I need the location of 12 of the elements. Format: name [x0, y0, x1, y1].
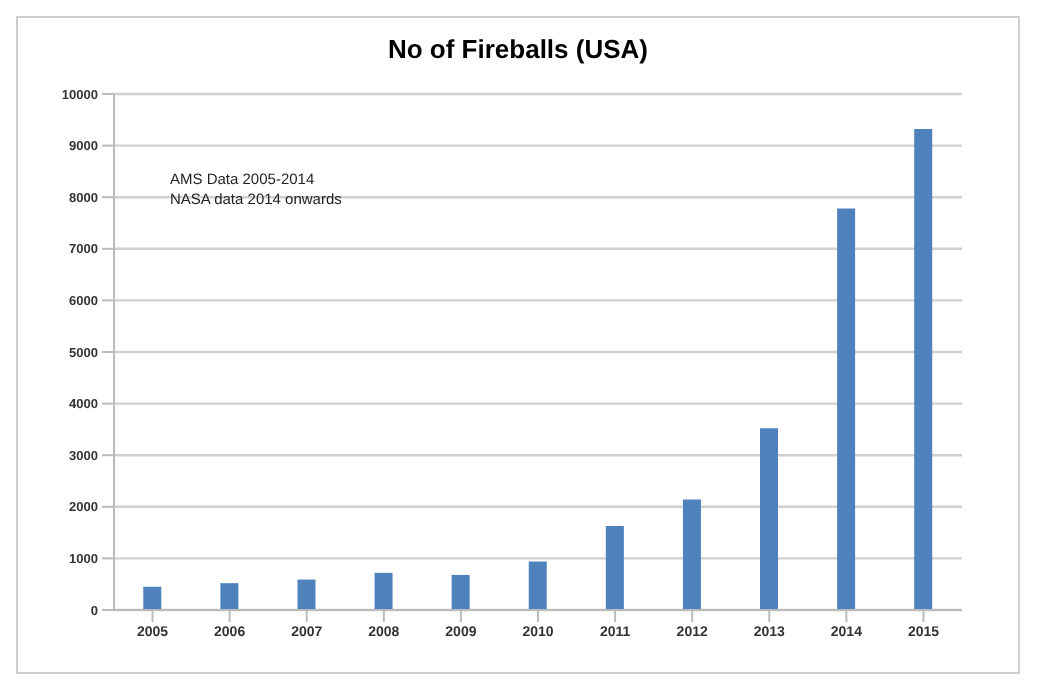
bar — [143, 586, 162, 610]
bar — [837, 208, 856, 610]
bar — [914, 129, 933, 610]
chart-title: No of Fireballs (USA) — [385, 34, 650, 68]
bar — [374, 572, 393, 610]
bar — [297, 579, 316, 610]
bar — [760, 428, 779, 610]
bar — [605, 525, 624, 610]
bar — [451, 574, 470, 610]
bar — [528, 561, 547, 610]
bar — [682, 499, 701, 610]
bar — [220, 583, 239, 610]
